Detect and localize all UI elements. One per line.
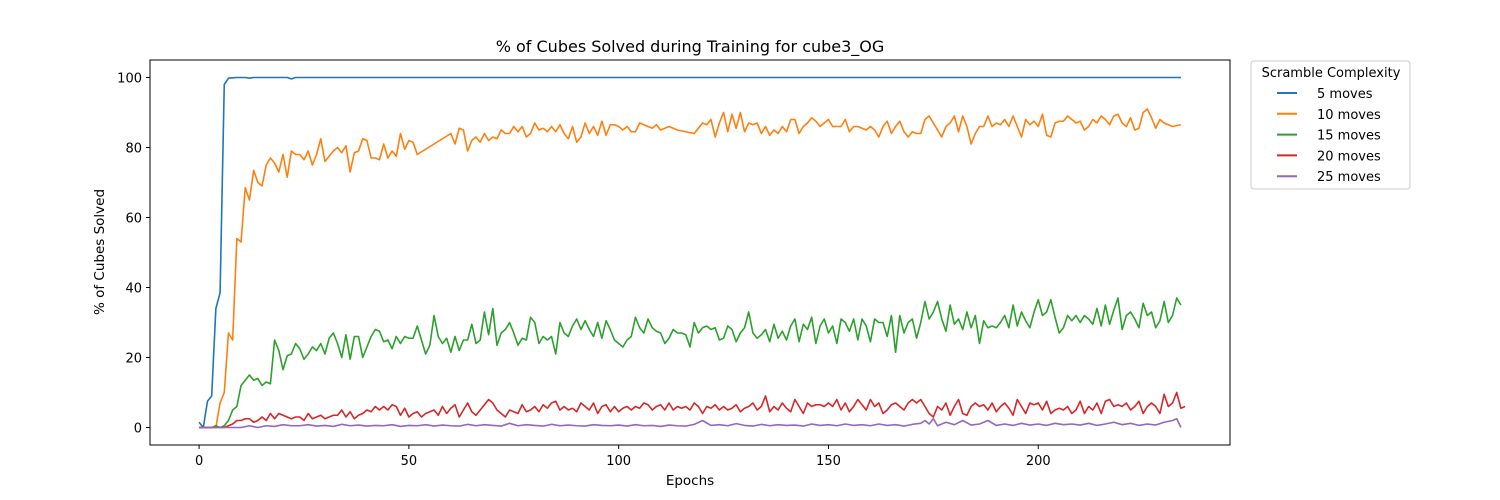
x-tick-label: 200 <box>1026 454 1051 469</box>
legend-label: 25 moves <box>1317 170 1381 185</box>
y-tick-label: 20 <box>125 352 142 367</box>
series-line-20-moves <box>199 391 1186 429</box>
series-line-15-moves <box>199 297 1182 429</box>
y-tick-label: 80 <box>125 142 142 157</box>
y-axis-title: % of Cubes Solved <box>92 189 108 315</box>
x-axis-title: Epochs <box>666 473 714 489</box>
legend-label: 5 moves <box>1317 87 1373 102</box>
series-line-5-moves <box>198 76 1181 429</box>
legend: Scramble Complexity 5 moves 10 moves 15 mo… <box>1250 60 1411 190</box>
y-tick-label: 0 <box>134 422 142 437</box>
y-tick-label: 60 <box>125 212 142 227</box>
y-tick-label: 40 <box>125 282 142 297</box>
y-tick-label: 100 <box>117 72 142 87</box>
y-axis: 0 20 40 60 80 100 <box>117 72 150 437</box>
x-tick-label: 0 <box>195 454 203 469</box>
series-line-10-moves <box>199 108 1182 429</box>
legend-title: Scramble Complexity <box>1262 66 1401 81</box>
x-tick-label: 100 <box>606 454 631 469</box>
chart-title: % of Cubes Solved during Training for cu… <box>496 37 885 57</box>
series-line-25-moves <box>199 417 1182 429</box>
legend-items: 5 moves 10 moves 15 moves 20 moves 25 moves <box>1277 87 1381 185</box>
series-layer <box>198 76 1186 429</box>
legend-label: 15 moves <box>1317 129 1381 144</box>
x-tick-label: 50 <box>401 454 418 469</box>
plot-area <box>150 60 1230 445</box>
x-axis: 0 50 100 150 200 <box>195 445 1051 469</box>
x-tick-label: 150 <box>816 454 841 469</box>
plot-frame <box>149 59 1231 446</box>
legend-label: 10 moves <box>1317 108 1381 123</box>
legend-label: 20 moves <box>1317 149 1381 164</box>
